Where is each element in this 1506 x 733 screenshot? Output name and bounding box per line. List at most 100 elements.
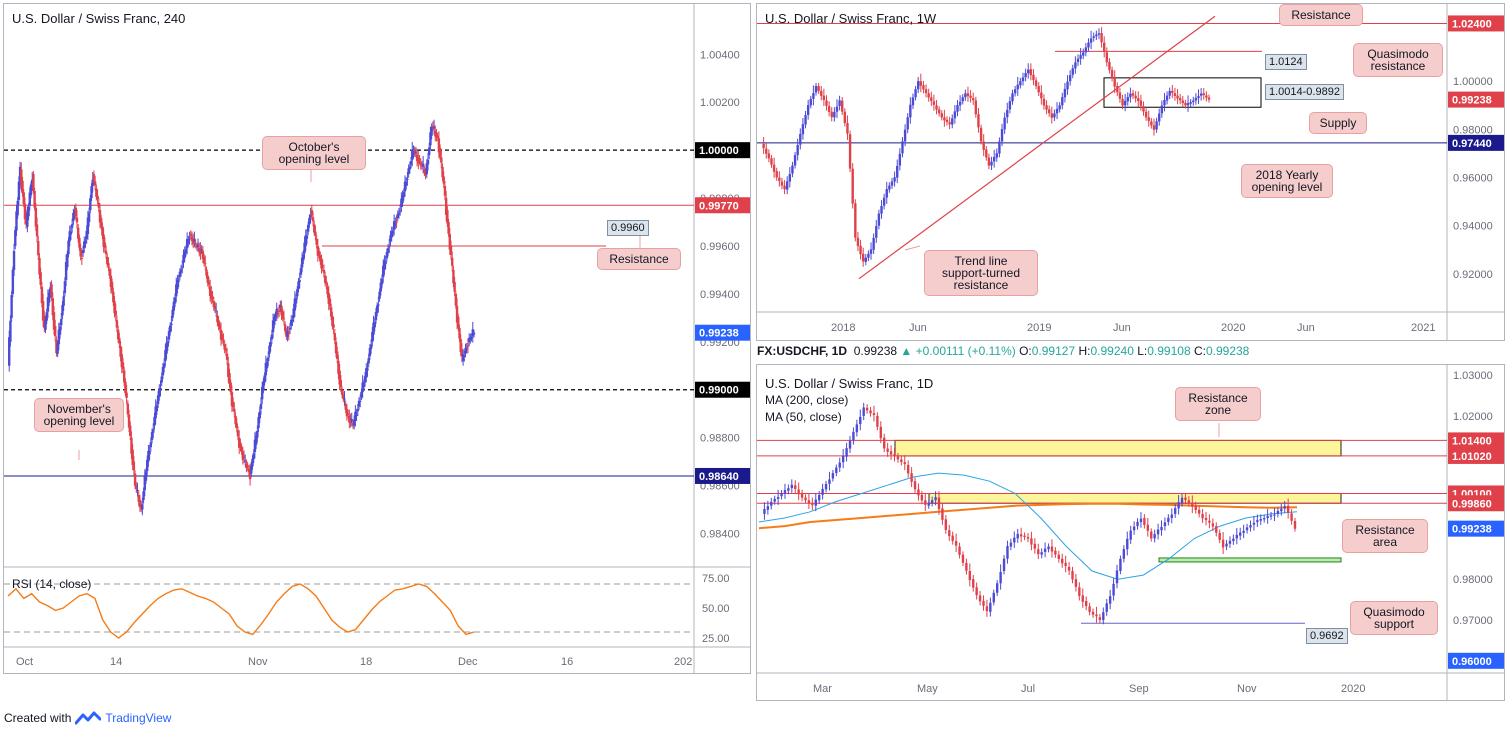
candle-4h-body (50, 284, 53, 298)
candle-1d-body (920, 494, 924, 501)
candle-4h-body (319, 255, 322, 262)
candle-1w-body (848, 134, 852, 169)
tradingview-brand[interactable]: TradingView (105, 711, 172, 725)
candle-4h-body (385, 252, 389, 259)
x-tick-label: Jun (1113, 322, 1131, 334)
chart-4h-canvas[interactable]: 1.004001.002000.998000.996000.994000.992… (4, 4, 750, 673)
candle-4h-body (452, 269, 455, 284)
x-tick-label: Jun (1297, 322, 1315, 334)
green-support-zone (1158, 557, 1342, 563)
callout-trendline: Trend line support-turned resistance (924, 250, 1038, 296)
chart-1d-panel[interactable]: 1.03000 1.02000 0.98000 0.97000 1.01400 1.010… (756, 364, 1505, 701)
candle-4h-body (352, 419, 356, 426)
candle-4h-body (300, 257, 304, 268)
candle-4h-body (91, 179, 94, 187)
candle-4h-body (46, 297, 50, 312)
candle-4h-body (119, 346, 122, 357)
candle-1d-body (930, 500, 934, 503)
candle-1d-body (1173, 508, 1177, 514)
candle-4h-body (388, 246, 391, 248)
candle-1d-body (903, 462, 906, 465)
y-tick-label: 0.98000 (1453, 124, 1493, 136)
candle-1w-body (1000, 129, 1004, 142)
candle-4h-body (212, 301, 215, 308)
y-tick-label: 0.99400 (700, 289, 740, 301)
candle-1d-body (1126, 538, 1129, 550)
candle-4h-body (124, 381, 127, 394)
candle-1d-body (927, 502, 930, 506)
candle-4h-body (20, 169, 23, 186)
candle-1w-body (1027, 69, 1030, 74)
price-label-bg (695, 142, 750, 159)
candle-4h-body (86, 217, 90, 235)
candle-4h-body (93, 181, 97, 186)
candle-4h-body (451, 257, 454, 266)
tradingview-logo-icon (75, 711, 102, 725)
candle-1d-body (924, 500, 927, 505)
candle-1w-body (801, 124, 805, 135)
candle-1d-body (1232, 538, 1235, 542)
zone-resistance-area (928, 492, 1342, 504)
candle-4h-body (432, 126, 436, 129)
candle-4h-body (306, 224, 310, 232)
ma200-label: MA (200, close) (765, 393, 849, 407)
candle-4h-body (141, 504, 144, 510)
candle-4h-body (210, 291, 213, 300)
chart-1w-panel[interactable]: 1.00000 0.98000 0.96000 0.94000 0.92000 1.024… (756, 3, 1505, 341)
candle-4h-body (199, 248, 202, 255)
candle-4h-body (438, 147, 442, 157)
candle-4h-body (158, 388, 161, 397)
candle-4h-body (16, 200, 19, 216)
candle-4h-body (459, 338, 462, 353)
candle-4h-body (26, 212, 29, 227)
candle-4h-body (426, 159, 430, 165)
candle-1w-body (1042, 98, 1046, 106)
candle-4h-body (338, 370, 341, 385)
candle-4h-body (98, 210, 102, 223)
candle-4h-body (101, 226, 104, 236)
candle-4h-body (310, 210, 314, 216)
footer: Created with TradingView (4, 711, 171, 725)
candle-4h-body (145, 459, 149, 472)
candle-1w-body (987, 157, 991, 166)
candle-1w-body (1118, 92, 1122, 99)
candle-4h-body (354, 411, 357, 421)
y-tick-label: 0.94000 (1453, 221, 1493, 233)
candle-4h-body (394, 221, 397, 226)
candle-4h-body (292, 308, 295, 318)
candle-1d-body (869, 410, 872, 414)
candle-1d-body (913, 481, 917, 490)
chart-1d-title: U.S. Dollar / Swiss Franc, 1D (765, 376, 934, 391)
y-tick-label: 0.92000 (1453, 269, 1493, 281)
candle-1d-body (1239, 532, 1242, 536)
candle-4h-body (45, 312, 48, 321)
candle-1w-body (914, 89, 917, 98)
candle-4h-body (23, 203, 27, 220)
candle-1w-body (806, 105, 810, 115)
candle-1d-body (1013, 537, 1016, 543)
chart-4h-panel[interactable]: 1.004001.002000.998000.996000.994000.992… (3, 3, 751, 674)
candle-1w-body (909, 104, 912, 118)
chart-1d-canvas[interactable]: 1.03000 1.02000 0.98000 0.97000 1.01400 1.010… (757, 365, 1504, 700)
candle-1w-body (898, 153, 902, 166)
candle-1w-body (1207, 97, 1211, 100)
y-tick-label: 1.00200 (700, 97, 740, 109)
candle-4h-body (138, 499, 142, 508)
chart-1w-canvas[interactable]: 1.00000 0.98000 0.96000 0.94000 0.92000 1.024… (757, 4, 1504, 340)
candle-1w-body (1079, 55, 1082, 59)
candle-1w-body (977, 114, 980, 128)
candle-4h-body (413, 150, 416, 154)
candle-1d-body (934, 496, 937, 501)
candle-4h-body (224, 348, 228, 352)
candle-4h-body (121, 362, 125, 369)
price-label-bg (1448, 91, 1504, 108)
candle-1w-body (851, 168, 854, 204)
candle-1d-body (814, 499, 817, 506)
candle-4h-body (69, 231, 73, 235)
candle-4h-body (54, 325, 57, 337)
candle-1d-body (992, 592, 995, 603)
candle-4h-body (239, 442, 242, 448)
candle-4h-body (407, 168, 410, 175)
candle-4h-body (323, 275, 327, 283)
candle-1w-body (1197, 96, 1200, 99)
